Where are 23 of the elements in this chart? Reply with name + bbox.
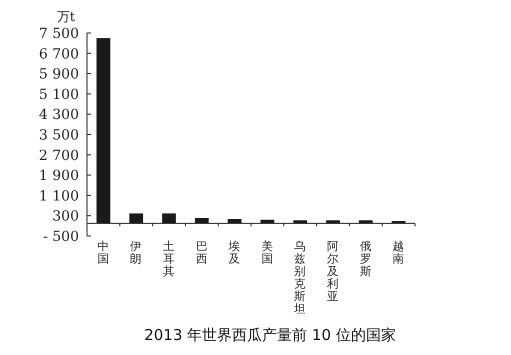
y-tick-label: 5 900 [38,66,79,83]
x-tick-label: 越南 [392,239,405,266]
x-tick-label: 阿尔及利亚 [327,239,339,303]
y-axis-title: 万t [56,10,76,25]
y-tick-label: 300 [52,208,79,225]
y-tick-label: 3 500 [38,128,79,144]
text: 2013 年世界西瓜产量前 10 位的国家 [144,326,396,344]
x-tick-label: 埃及 [228,239,241,266]
x-tick-label: 巴西 [196,239,208,266]
y-tick-label: 1 100 [38,188,79,204]
y-tick-label: 1 900 [38,168,79,184]
y-tick-label: 5 100 [38,86,79,103]
x-tick-label: 俄罗斯 [360,239,372,278]
x-tick-label: 土耳其 [163,239,175,278]
x-tick-label: 乌兹别克斯坦 [293,239,306,316]
y-tick-label: 6 700 [38,46,79,62]
y-tick-label: 4 300 [38,107,79,124]
y-tick-label: - 500 [43,229,79,245]
x-tick-label: 美国 [261,239,274,266]
x-tick-label: 伊朗 [130,239,142,266]
y-tick-label: 2 700 [38,148,79,164]
y-tick-label: 7 500 [38,26,79,42]
x-tick-label: 中国 [97,239,110,266]
